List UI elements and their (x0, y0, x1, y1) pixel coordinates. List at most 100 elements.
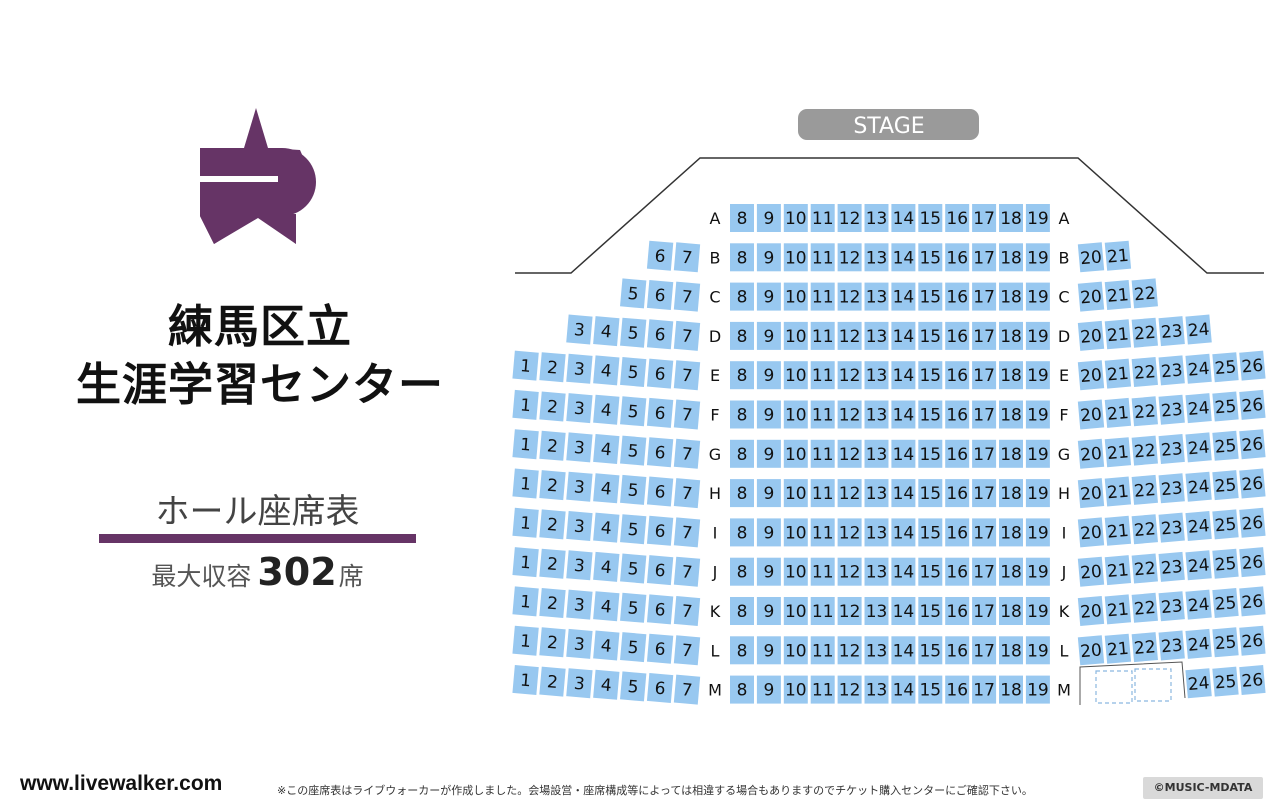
seat[interactable]: 18 (999, 439, 1023, 468)
seat[interactable]: 17 (972, 243, 997, 272)
seat[interactable]: 17 (972, 518, 997, 547)
seat[interactable]: 10 (783, 439, 808, 468)
seat[interactable]: 9 (756, 439, 781, 468)
seat[interactable]: 10 (783, 518, 808, 547)
seat[interactable]: 16 (945, 361, 970, 390)
seat[interactable]: 15 (918, 439, 943, 468)
seat[interactable]: 7 (673, 478, 701, 509)
seat[interactable]: 6 (646, 280, 674, 310)
seat[interactable]: 5 (620, 396, 647, 427)
seat[interactable]: 10 (783, 243, 808, 272)
seat[interactable]: 11 (810, 675, 835, 704)
seat[interactable]: 15 (918, 557, 943, 586)
seat[interactable]: 1 (512, 507, 539, 538)
seat[interactable]: 22 (1131, 553, 1158, 584)
seat[interactable]: 3 (566, 353, 593, 384)
seat[interactable]: 17 (972, 361, 997, 390)
seat[interactable]: 22 (1131, 396, 1158, 427)
seat[interactable]: 7 (673, 242, 701, 273)
seat[interactable]: 9 (756, 636, 781, 665)
seat[interactable]: 9 (756, 204, 781, 232)
seat[interactable]: 7 (673, 635, 701, 666)
seat[interactable]: 20 (1077, 360, 1105, 391)
seat[interactable]: 16 (945, 479, 970, 508)
seat[interactable]: 26 (1239, 350, 1266, 381)
seat[interactable]: 7 (673, 556, 701, 587)
seat[interactable]: 11 (810, 243, 835, 272)
seat[interactable]: 24 (1185, 353, 1212, 384)
seat[interactable]: 2 (539, 588, 566, 618)
seat[interactable]: 8 (730, 439, 754, 468)
seat[interactable]: 8 (730, 204, 754, 232)
seat[interactable]: 11 (810, 597, 835, 625)
seat[interactable]: 19 (1025, 400, 1050, 429)
seat[interactable]: 13 (864, 675, 889, 704)
seat[interactable]: 2 (539, 430, 566, 461)
seat[interactable]: 4 (593, 630, 620, 661)
seat[interactable]: 11 (810, 439, 835, 468)
seat[interactable]: 23 (1158, 591, 1185, 622)
seat[interactable]: 12 (837, 400, 862, 429)
seat[interactable]: 20 (1077, 438, 1105, 469)
seat[interactable]: 13 (864, 282, 889, 311)
seat[interactable]: 23 (1158, 316, 1185, 347)
seat[interactable]: 19 (1025, 557, 1050, 586)
seat[interactable]: 11 (810, 321, 835, 350)
seat[interactable]: 13 (864, 518, 889, 547)
seat[interactable]: 19 (1025, 243, 1050, 272)
seat[interactable]: 2 (539, 470, 566, 501)
seat[interactable]: 24 (1185, 668, 1212, 699)
seat[interactable]: 6 (646, 555, 674, 586)
seat[interactable]: 10 (783, 479, 808, 508)
seat[interactable]: 15 (918, 675, 943, 704)
seat[interactable]: 10 (783, 400, 808, 429)
seat[interactable]: 13 (864, 479, 889, 508)
seat[interactable]: 8 (730, 675, 754, 704)
seat[interactable]: 26 (1239, 625, 1266, 656)
seat[interactable]: 4 (593, 355, 620, 386)
seat[interactable]: 6 (646, 437, 674, 468)
seat[interactable]: 9 (756, 479, 781, 508)
seat[interactable]: 6 (646, 476, 674, 507)
seat[interactable]: 7 (673, 596, 701, 626)
seat[interactable]: 4 (593, 591, 620, 622)
seat[interactable]: 15 (918, 597, 943, 625)
seat[interactable]: 12 (837, 321, 862, 350)
seat[interactable]: 5 (620, 514, 647, 545)
seat[interactable]: 14 (891, 557, 916, 586)
seat[interactable]: 16 (945, 282, 970, 311)
seat[interactable]: 6 (646, 515, 674, 546)
seat[interactable]: 17 (972, 636, 997, 665)
seat[interactable]: 25 (1212, 588, 1239, 618)
seat[interactable]: 14 (891, 243, 916, 272)
seat[interactable]: 14 (891, 439, 916, 468)
seat[interactable]: 21 (1104, 437, 1132, 468)
seat[interactable]: 1 (512, 665, 539, 695)
seat[interactable]: 11 (810, 204, 835, 232)
seat[interactable]: 8 (730, 400, 754, 429)
seat[interactable]: 14 (891, 479, 916, 508)
seat[interactable]: 13 (864, 361, 889, 390)
seat[interactable]: 11 (810, 636, 835, 665)
seat[interactable]: 22 (1131, 317, 1158, 348)
seat[interactable]: 17 (972, 557, 997, 586)
seat[interactable]: 19 (1025, 518, 1050, 547)
seat[interactable]: 16 (945, 518, 970, 547)
seat[interactable]: 11 (810, 557, 835, 586)
seat[interactable]: 9 (756, 361, 781, 390)
seat[interactable]: 18 (999, 557, 1023, 586)
seat[interactable]: 3 (566, 314, 593, 345)
seat[interactable]: 26 (1239, 429, 1266, 460)
seat[interactable]: 2 (539, 666, 566, 697)
seat[interactable]: 5 (620, 553, 647, 584)
seat[interactable]: 5 (620, 357, 647, 387)
seat[interactable]: 4 (593, 512, 620, 543)
seat[interactable]: 9 (756, 518, 781, 547)
seat[interactable]: 13 (864, 557, 889, 586)
seat[interactable]: 7 (673, 674, 701, 705)
seat[interactable]: 22 (1131, 435, 1158, 466)
seat[interactable]: 14 (891, 400, 916, 429)
seat[interactable]: 13 (864, 597, 889, 625)
seat[interactable]: 17 (972, 282, 997, 311)
seat[interactable]: 17 (972, 321, 997, 350)
